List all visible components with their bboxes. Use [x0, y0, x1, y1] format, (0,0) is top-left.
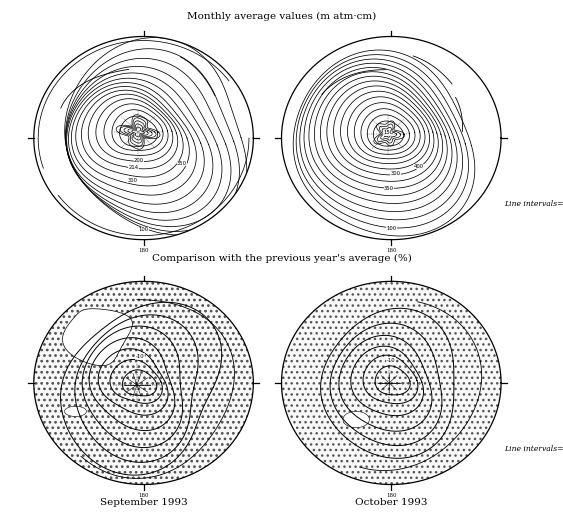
Text: 180: 180	[386, 248, 396, 253]
Text: -10: -10	[387, 358, 396, 363]
Circle shape	[282, 281, 501, 485]
Polygon shape	[343, 412, 369, 428]
Text: 300: 300	[391, 171, 401, 176]
Text: Line intervals=25m atm·cm: Line intervals=25m atm·cm	[504, 200, 563, 208]
Text: 350: 350	[384, 187, 394, 191]
Circle shape	[34, 281, 253, 485]
Text: Line intervals=5%: Line intervals=5%	[504, 445, 563, 453]
Text: 214: 214	[128, 165, 138, 170]
Text: 100: 100	[386, 226, 396, 231]
Text: 100: 100	[138, 227, 149, 232]
Text: 180: 180	[386, 493, 396, 498]
Text: 400: 400	[414, 164, 424, 169]
Text: September 1993: September 1993	[100, 498, 187, 506]
Text: 300: 300	[128, 178, 137, 183]
Text: Comparison with the previous year's average (%): Comparison with the previous year's aver…	[151, 254, 412, 264]
Text: Monthly average values (m atm·cm): Monthly average values (m atm·cm)	[187, 11, 376, 21]
Polygon shape	[65, 406, 87, 416]
Text: 150: 150	[383, 130, 393, 135]
Text: October 1993: October 1993	[355, 498, 427, 506]
Polygon shape	[62, 309, 132, 366]
Text: -10: -10	[136, 354, 145, 359]
Text: 180: 180	[138, 493, 149, 498]
Text: 350: 350	[177, 161, 187, 166]
Text: 200: 200	[134, 158, 144, 163]
Text: 180: 180	[138, 248, 149, 253]
